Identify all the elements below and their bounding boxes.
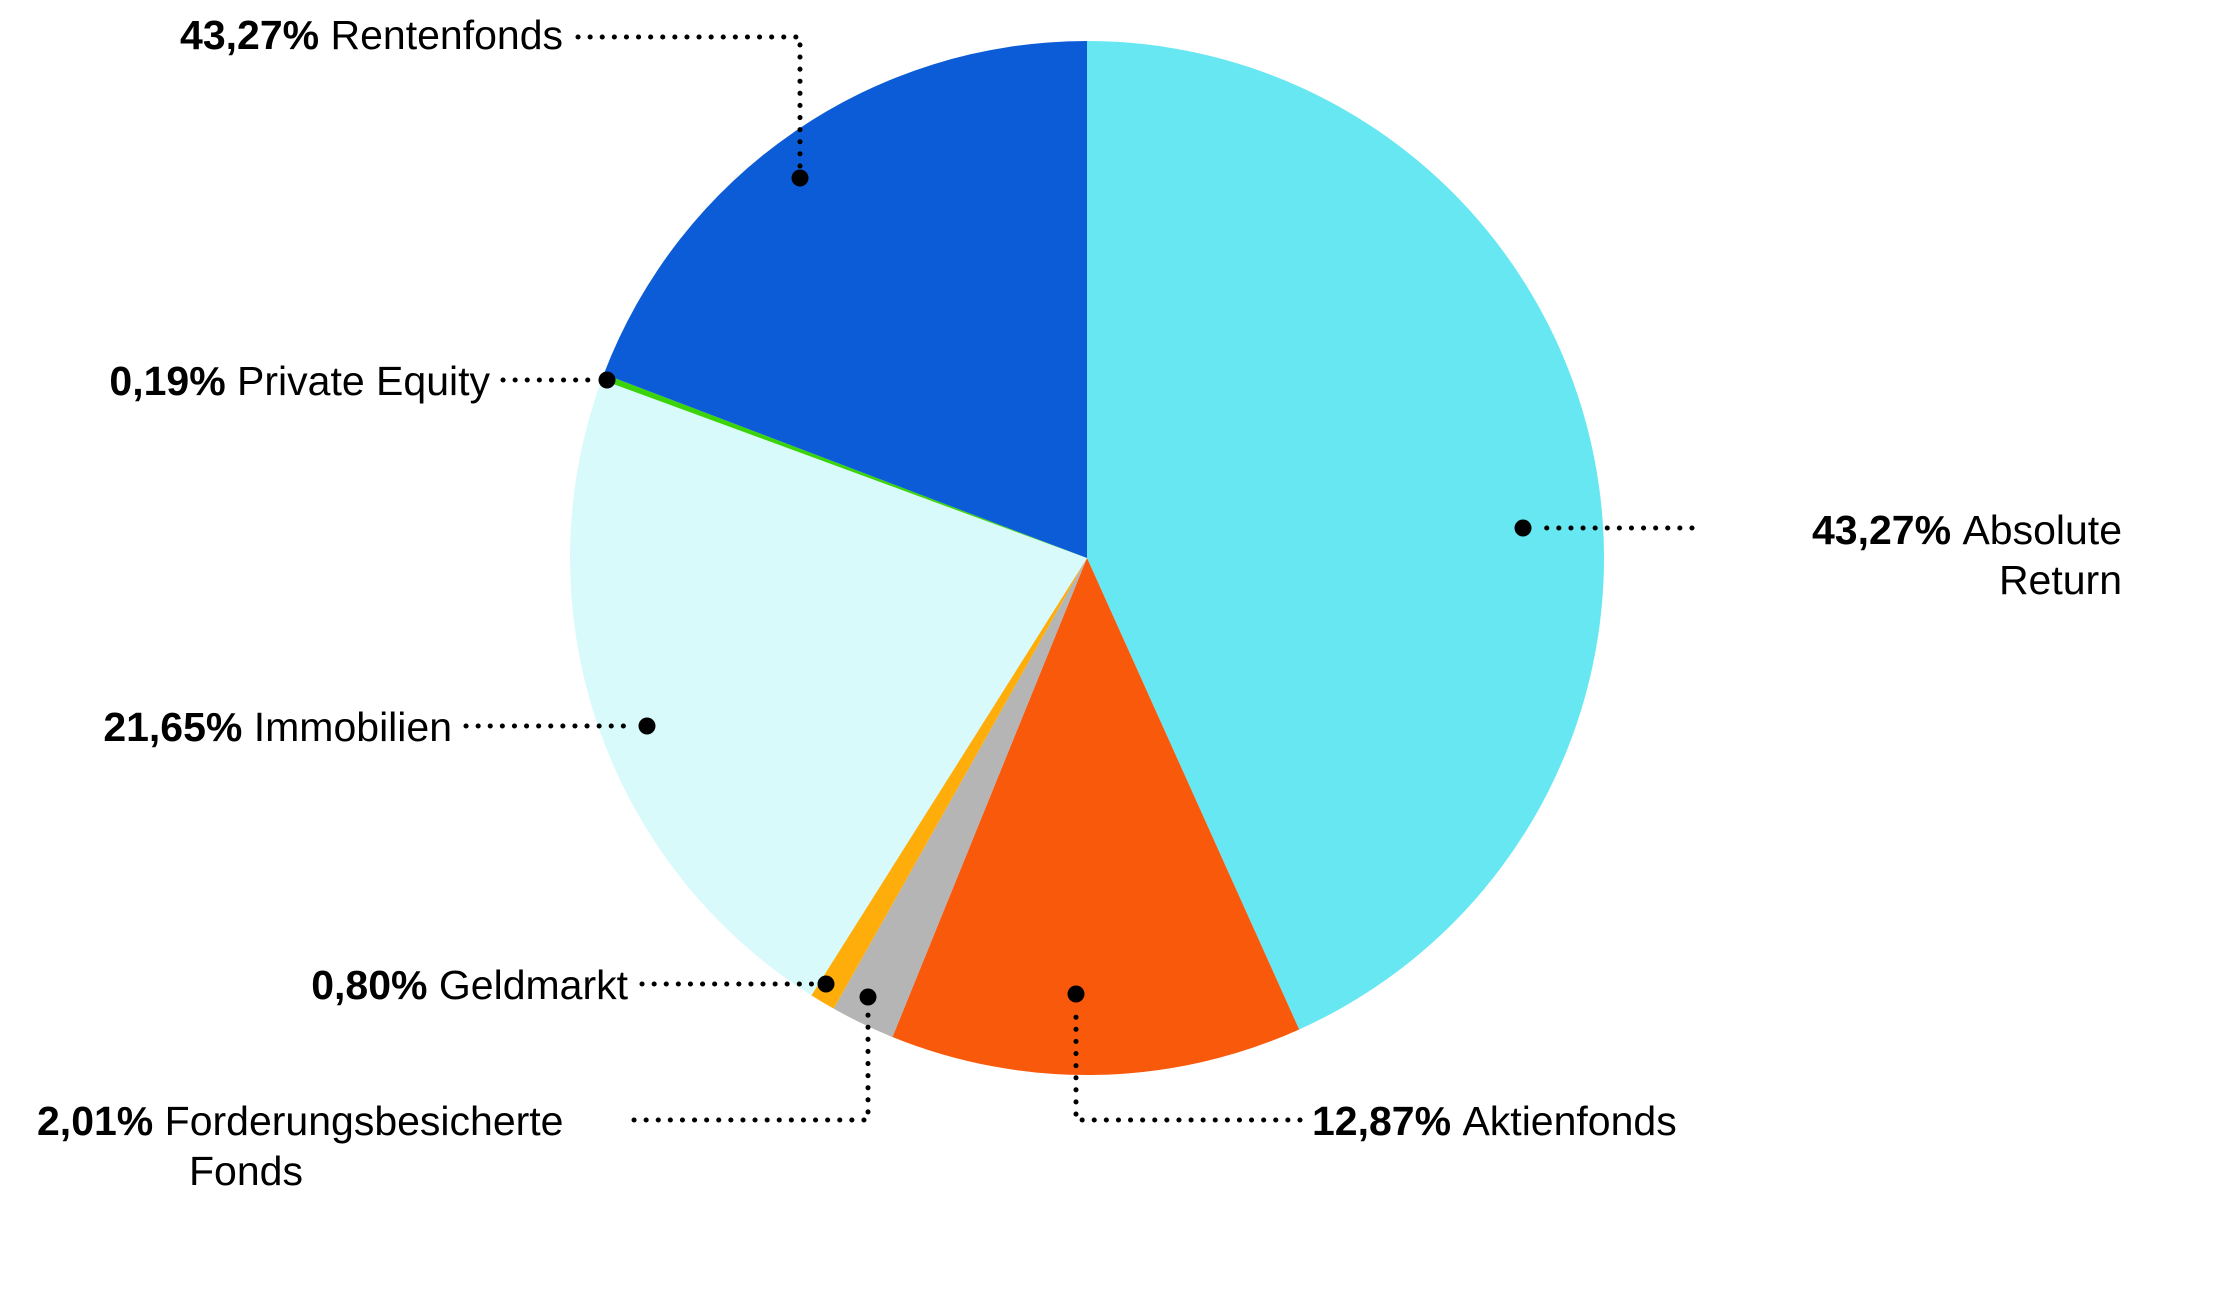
slice-label-name: Forderungsbesicherte bbox=[153, 1098, 564, 1144]
slice-label-pct: 2,01% bbox=[37, 1098, 154, 1144]
anchor-dot-geldmarkt bbox=[817, 975, 835, 993]
leader-line-aktienfonds bbox=[1073, 1005, 1303, 1123]
slice-label-name: Absolute bbox=[1951, 507, 2122, 553]
slice-label-pct: 43,27% bbox=[180, 12, 320, 58]
slice-label-name: Aktienfonds bbox=[1451, 1098, 1677, 1144]
slice-label-line1: 2,01% Forderungsbesicherte bbox=[37, 1096, 564, 1146]
slice-label-geldmarkt: 0,80% Geldmarkt bbox=[311, 960, 628, 1010]
anchor-dot-private-equity bbox=[598, 371, 616, 389]
leader-line-forderungsbesicherte bbox=[631, 1007, 871, 1123]
slice-label-line1: 43,27% Absolute bbox=[1812, 505, 2122, 555]
slice-label-pct: 43,27% bbox=[1811, 507, 1952, 553]
slice-label-pct: 12,87% bbox=[1312, 1098, 1452, 1144]
pie-slice-rentenfonds bbox=[603, 41, 1087, 558]
slice-label-name: Private Equity bbox=[225, 358, 490, 404]
slice-label-line1: 0,80% Geldmarkt bbox=[311, 960, 628, 1010]
slice-label-pct: 0,19% bbox=[109, 358, 226, 404]
leader-line-rentenfonds bbox=[575, 34, 803, 169]
pie-slice-geldmarkt bbox=[811, 558, 1087, 1009]
anchor-dot-immobilien bbox=[638, 717, 656, 735]
slice-label-line1: 0,19% Private Equity bbox=[109, 356, 490, 406]
pie-slice-absolute-return bbox=[1087, 41, 1604, 1030]
slice-label-line1: 21,65% Immobilien bbox=[103, 702, 452, 752]
anchor-dot-aktienfonds bbox=[1067, 985, 1085, 1003]
slice-label-name: Immobilien bbox=[242, 704, 452, 750]
slice-label-pct: 0,80% bbox=[311, 962, 428, 1008]
slice-label-aktienfonds: 12,87% Aktienfonds bbox=[1312, 1096, 1677, 1146]
slice-label-name: Rentenfonds bbox=[319, 12, 563, 58]
slice-label-private-equity: 0,19% Private Equity bbox=[109, 356, 490, 406]
slice-label-pct: 21,65% bbox=[103, 704, 243, 750]
slice-label-forderungsbesicherte: 2,01% Forderungsbesicherte Fonds bbox=[37, 1096, 564, 1196]
slice-label-line1: 43,27% Rentenfonds bbox=[180, 10, 563, 60]
anchor-dot-rentenfonds bbox=[791, 169, 809, 187]
slice-label-name: Geldmarkt bbox=[427, 962, 628, 1008]
pie-slice-forderungsbesicherte-fonds bbox=[833, 558, 1087, 1037]
slice-label-immobilien: 21,65% Immobilien bbox=[103, 702, 452, 752]
pie-slice-immobilien bbox=[569, 379, 1087, 996]
pie-slice-private-equity bbox=[601, 374, 1087, 558]
slice-label-rentenfonds: 43,27% Rentenfonds bbox=[180, 10, 563, 60]
slice-label-name-line2: Return bbox=[1998, 557, 2122, 603]
anchor-dot-forderungsbesicherte bbox=[859, 988, 877, 1006]
slice-label-absolute-return: 43,27% Absolute Return bbox=[1812, 505, 2122, 605]
slice-label-name-line2: Fonds bbox=[189, 1148, 303, 1194]
slice-label-line1: 12,87% Aktienfonds bbox=[1312, 1096, 1677, 1146]
anchor-dot-absolute-return bbox=[1514, 519, 1532, 537]
pie-slice-aktienfonds bbox=[892, 558, 1300, 1075]
